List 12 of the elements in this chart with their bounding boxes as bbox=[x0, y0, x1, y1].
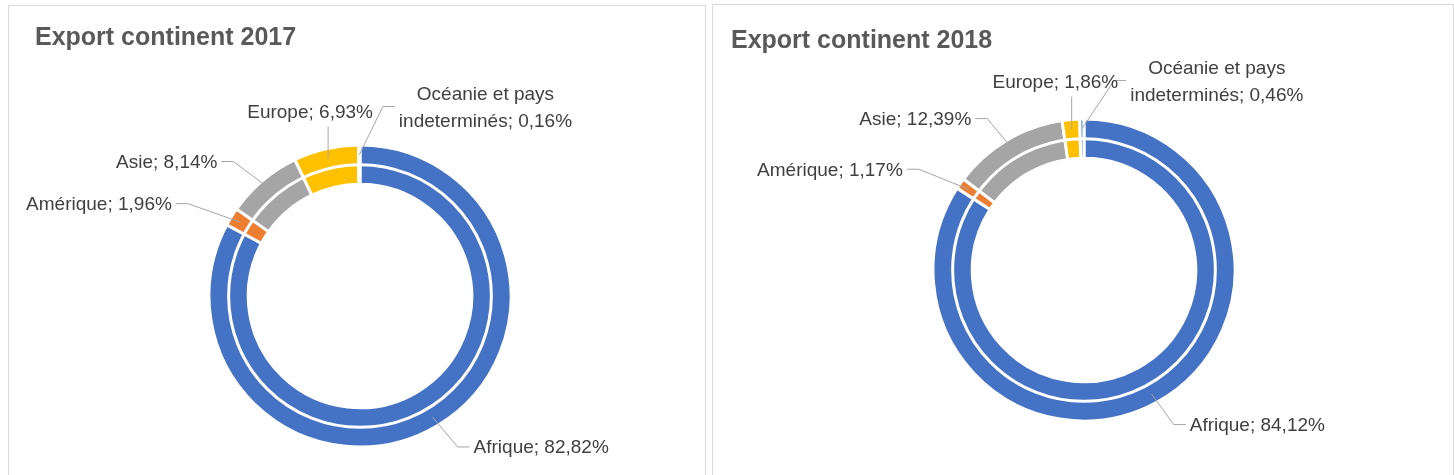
slice-label: Europe; 6,93% bbox=[246, 99, 374, 124]
slice-label: Asie; 12,39% bbox=[858, 107, 973, 132]
slice-label: Europe; 1,86% bbox=[991, 69, 1120, 94]
chart-title: Export continent 2018 bbox=[731, 25, 993, 54]
slice-label: Océanie et pays indeterminés; 0,16% bbox=[397, 81, 574, 133]
slice-label: Afrique; 82,82% bbox=[472, 435, 610, 460]
chart-title: Export continent 2017 bbox=[35, 22, 297, 51]
slice-label: Afrique; 84,12% bbox=[1188, 413, 1326, 438]
slice-label: Océanie et pays indeterminés; 0,46% bbox=[1129, 55, 1305, 107]
slice-label: Amérique; 1,96% bbox=[25, 192, 173, 217]
slice-label: Amérique; 1,17% bbox=[756, 157, 904, 182]
slice-label: Asie; 8,14% bbox=[115, 150, 219, 174]
